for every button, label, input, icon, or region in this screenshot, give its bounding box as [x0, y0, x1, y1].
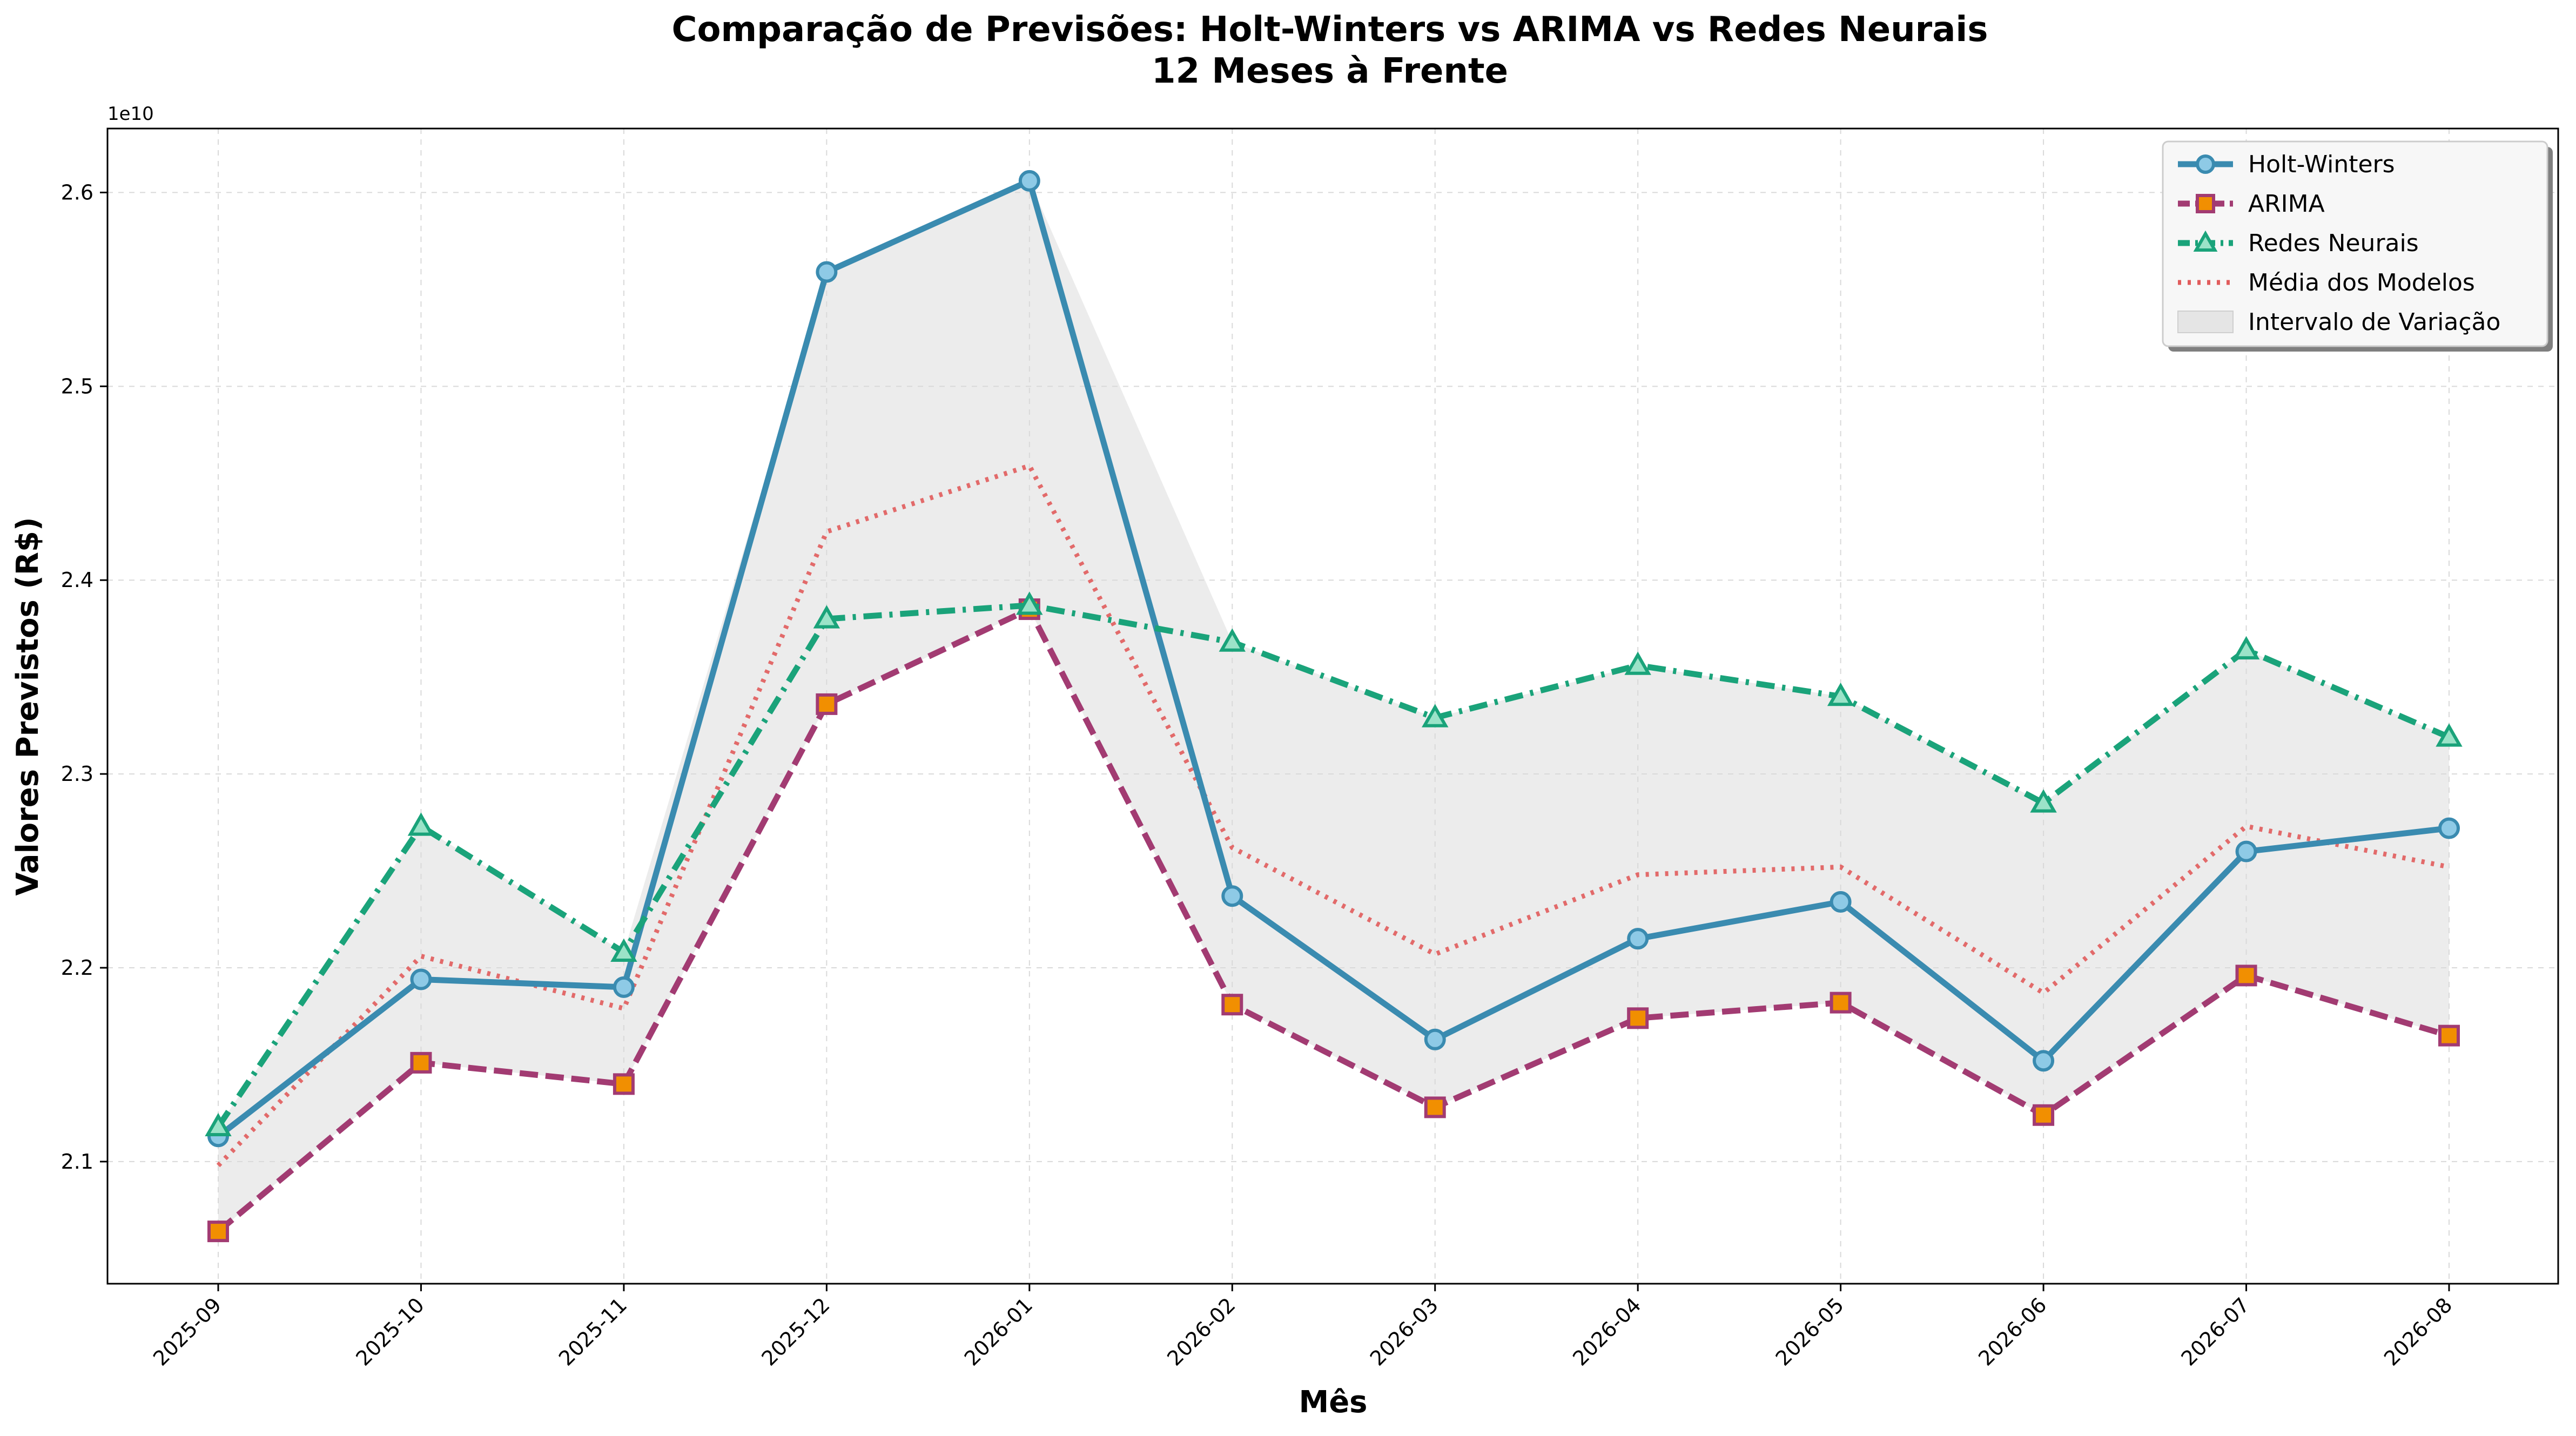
- data-point: [1827, 682, 1854, 706]
- data-point: [1422, 704, 1449, 727]
- data-point: [1627, 928, 1649, 950]
- data-point: [410, 1051, 432, 1074]
- data-point: [1424, 1028, 1446, 1050]
- legend-entry: Holt-Winters: [2178, 151, 2395, 178]
- data-point: [410, 968, 432, 990]
- data-point: [1018, 170, 1040, 192]
- data-point: [813, 605, 840, 629]
- legend-label: Redes Neurais: [2248, 230, 2419, 257]
- series-line: [216, 606, 2450, 1234]
- y-tick-label: 2.3: [61, 762, 93, 786]
- data-point: [2030, 789, 2057, 813]
- y-axis: 2.1 2.2 2.3 2.4 2.5 2.6: [61, 180, 107, 1174]
- legend-box: [2162, 140, 2548, 347]
- data-point: [2232, 636, 2260, 660]
- data-point: [1219, 628, 1246, 652]
- series-line: [216, 463, 2450, 1168]
- data-point: [613, 976, 635, 998]
- y-tick-label: 2.4: [61, 568, 93, 592]
- data-point: [2438, 817, 2460, 839]
- data-point: [1221, 994, 1243, 1016]
- legend-entry: Média dos Modelos: [2178, 269, 2475, 296]
- series-line: [216, 178, 2450, 1139]
- data-point: [1016, 591, 1043, 615]
- data-point: [205, 1113, 232, 1136]
- series-holt-winters: [207, 170, 2460, 1148]
- data-point: [1830, 992, 1852, 1014]
- chart-subtitle: 12 Meses à Frente: [1152, 51, 1508, 91]
- chart-title: Comparação de Previsões: Holt-Winters vs…: [672, 10, 1988, 50]
- data-point: [407, 812, 435, 836]
- legend-entry: Redes Neurais: [2178, 230, 2419, 257]
- data-point: [1627, 1007, 1649, 1029]
- legend-entry: Intervalo de Variação: [2177, 308, 2500, 336]
- data-point: [2235, 965, 2257, 987]
- data-point: [1221, 885, 1243, 907]
- series-redes-neurais: [205, 591, 2463, 1136]
- series-line: [216, 602, 2451, 1129]
- data-point: [2033, 1050, 2055, 1072]
- x-axis-label: Mês: [1299, 1385, 1367, 1420]
- data-point: [816, 261, 838, 283]
- data-point: [1424, 1096, 1446, 1118]
- y-axis-label: Valores Previstos (R$): [10, 517, 45, 895]
- data-point: [207, 1221, 229, 1243]
- legend-swatch: [2177, 311, 2234, 333]
- data-point: [1830, 891, 1852, 913]
- data-point: [2436, 723, 2463, 747]
- legend-label: Intervalo de Variação: [2248, 308, 2500, 336]
- series-m-dia-dos-modelos: [216, 463, 2450, 1168]
- data-point: [1624, 651, 1651, 675]
- legend-label: ARIMA: [2248, 190, 2325, 218]
- legend: Holt-Winters ARIMA Redes Neurais Média dos …: [2162, 140, 2553, 352]
- data-point: [613, 1073, 635, 1095]
- series-layer: [205, 170, 2463, 1243]
- legend-label: Média dos Modelos: [2248, 269, 2475, 296]
- plot-frame: [106, 127, 2559, 1285]
- data-point: [2196, 194, 2215, 213]
- data-point: [2438, 1024, 2460, 1047]
- data-point: [2033, 1104, 2055, 1126]
- y-offset-label: 1e10: [107, 103, 154, 125]
- data-point: [2196, 154, 2215, 174]
- y-tick-label: 2.2: [61, 956, 93, 980]
- data-point: [2193, 230, 2218, 252]
- data-point: [610, 938, 637, 962]
- data-point: [2235, 840, 2257, 862]
- y-tick-label: 2.1: [61, 1150, 93, 1174]
- y-tick-label: 2.6: [61, 180, 93, 204]
- legend-entry: ARIMA: [2178, 190, 2325, 218]
- data-point: [816, 693, 838, 715]
- y-tick-label: 2.5: [61, 374, 93, 398]
- legend-label: Holt-Winters: [2248, 151, 2395, 178]
